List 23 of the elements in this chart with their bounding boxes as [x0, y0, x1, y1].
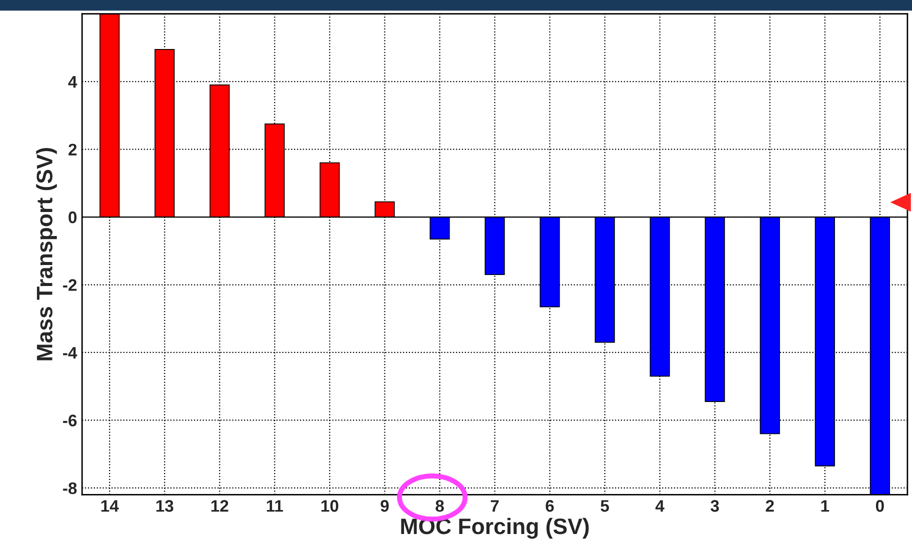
y-tick-label: -8 [63, 482, 77, 494]
x-tick-label: 1 [821, 500, 830, 512]
x-tick-label: 2 [766, 500, 774, 512]
x-tick-label: 8 [436, 500, 444, 512]
x-tick-label: 11 [266, 500, 284, 512]
x-tick-label: 9 [380, 500, 389, 512]
x-tick-label: 0 [876, 500, 884, 512]
y-tick-label: 0 [68, 211, 77, 224]
x-tick-label: 3 [710, 500, 719, 512]
x-tick-label: 5 [600, 500, 609, 512]
y-tick-label: 2 [68, 144, 77, 156]
x-tick-label: 6 [546, 500, 554, 512]
y-tick-label: -6 [63, 414, 77, 426]
x-tick-label: 14 [101, 500, 119, 512]
x-tick-label: 4 [655, 500, 664, 512]
y-tick-label: -2 [63, 279, 77, 291]
x-tick-label: 7 [490, 500, 499, 512]
x-tick-label: 10 [321, 500, 338, 512]
y-tick-label: 4 [68, 76, 78, 88]
x-tick-label: 13 [156, 500, 174, 512]
y-axis-title: Mass Transport (SV) [36, 148, 57, 360]
y-tick-label: -4 [63, 347, 78, 359]
x-tick-label: 12 [211, 500, 228, 512]
